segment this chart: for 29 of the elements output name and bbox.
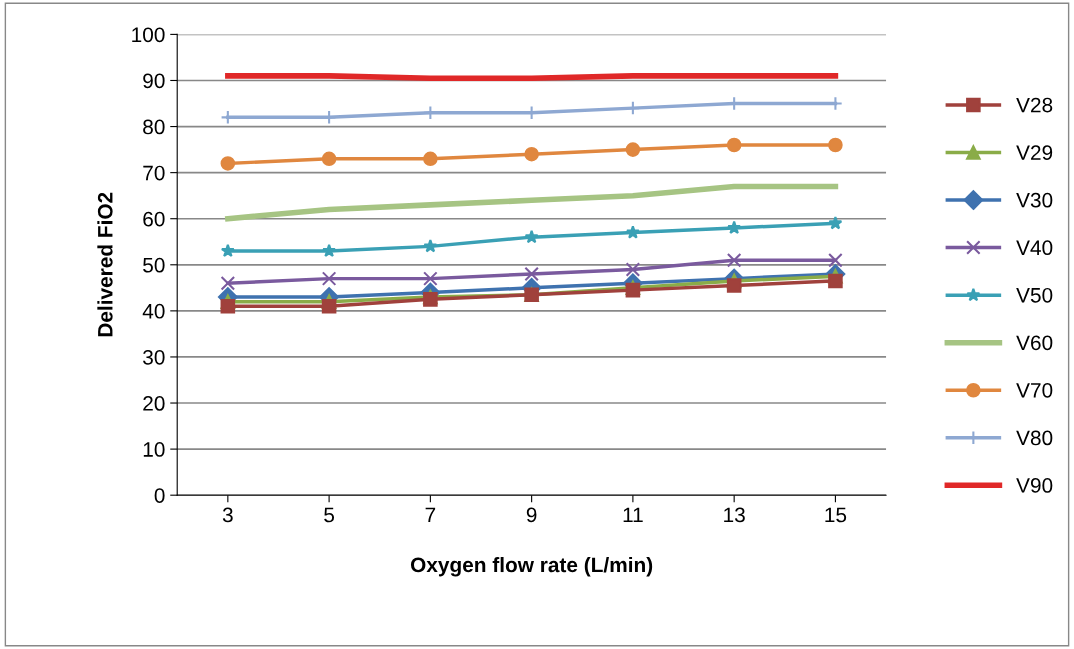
legend-label: V28 (1016, 97, 1053, 113)
legend-label: V60 (1016, 335, 1053, 351)
y-tick-label: 50 (143, 257, 165, 273)
y-tick-label: 40 (142, 303, 165, 319)
x-tick-label: 13 (724, 507, 745, 523)
y-tick-label: 90 (143, 73, 165, 89)
x-tick-label: 7 (425, 507, 436, 523)
y-axis-title: Delivered FiO2 (97, 192, 113, 337)
y-tick-label: 100 (132, 27, 165, 43)
legend-label: V80 (1016, 430, 1053, 446)
y-tick-label: 10 (143, 442, 165, 457)
x-tick-label: 11 (623, 507, 643, 523)
x-tick-label: 15 (825, 507, 847, 523)
y-tick-label: 80 (143, 119, 165, 135)
legend-label: V30 (1016, 192, 1053, 208)
x-tick-label: 9 (526, 507, 537, 523)
y-tick-label: 0 (154, 488, 165, 503)
y-tick-label: 20 (143, 396, 165, 411)
y-tick-label: 60 (143, 211, 165, 227)
legend-label: V90 (1016, 478, 1053, 493)
legend-label: V29 (1016, 145, 1053, 160)
legend-label: V70 (1016, 382, 1053, 398)
x-tick-label: 5 (324, 507, 335, 523)
x-axis-title: Oxygen flow rate (L/min) (410, 556, 653, 577)
legend-label: V40 (1016, 240, 1053, 256)
y-tick-label: 70 (143, 165, 165, 181)
y-tick-label: 30 (143, 349, 165, 365)
x-tick-label: 3 (222, 507, 233, 523)
legend-label: V50 (1016, 287, 1053, 303)
